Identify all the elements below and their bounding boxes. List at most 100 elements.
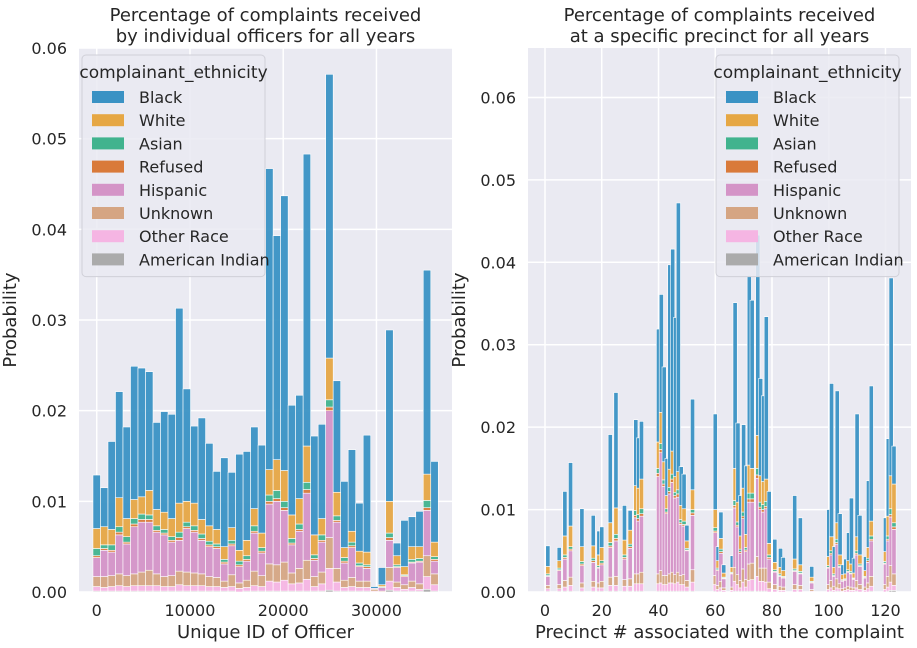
bar-segment-asian	[340, 557, 349, 562]
bar-segment-hispanic	[295, 530, 304, 569]
legend-swatch	[92, 207, 124, 219]
bar-segment-unknown	[317, 571, 326, 585]
bar-segment-other-race	[407, 587, 417, 592]
y-axis-label: Probability	[0, 272, 21, 367]
bar-segment-asian	[152, 525, 161, 531]
bar-segment-unknown	[160, 576, 169, 587]
bar-segment-white	[212, 529, 221, 545]
bar-segment-hispanic	[857, 566, 863, 585]
bar-segment-black	[834, 390, 840, 524]
bar-segment-hispanic	[317, 541, 326, 573]
bar-segment-white	[145, 490, 154, 516]
bar-segment-other-race	[385, 580, 394, 591]
bar-segment-asian	[325, 399, 334, 408]
bar-segment-hispanic	[721, 578, 727, 589]
bar-segment-white	[792, 558, 798, 570]
bar-segment-white	[639, 478, 644, 510]
bar-segment-black	[347, 449, 357, 532]
bar-segment-white	[627, 529, 633, 545]
bar-segment-asian	[422, 500, 432, 508]
bar-segment-asian	[891, 522, 897, 528]
bar-segment-other-race	[242, 587, 251, 592]
bar-segment-other-race	[302, 579, 311, 592]
bar-segment-other-race	[857, 589, 863, 593]
bar-segment-unknown	[556, 584, 562, 590]
y-tick-label: 0.01	[480, 501, 516, 520]
bar-segment-other-race	[115, 585, 124, 592]
bar-segment-black	[562, 491, 568, 537]
legend-swatch	[726, 114, 758, 127]
legend-swatch	[726, 91, 758, 103]
bar-segment-black	[658, 294, 664, 413]
bar-segment-unknown	[167, 575, 176, 587]
legend-entry: White	[139, 111, 186, 130]
bar-segment-hispanic	[115, 534, 124, 575]
bars	[545, 202, 897, 593]
bar-segment-black	[415, 511, 424, 547]
y-tick-label: 0.05	[480, 171, 516, 190]
bar-segment-black	[868, 385, 874, 522]
bar-segment-black	[545, 545, 551, 567]
bar-segment-black	[160, 411, 169, 513]
legend: complainant_ethnicity Black White Asian Refu…	[713, 54, 904, 278]
bar-segment-white	[430, 541, 439, 557]
bar-segment-hispanic	[190, 531, 199, 574]
bar-segment-unknown	[310, 576, 319, 587]
bar-segment-unknown	[607, 576, 613, 586]
legend: complainant_ethnicity Black White Asian Refu…	[79, 54, 270, 278]
bar-segment-black	[317, 423, 326, 519]
bar-segment-asian	[167, 536, 176, 541]
bar-segment-other-race	[152, 585, 161, 592]
bar-segment-black	[590, 515, 596, 547]
bar-segment-hispanic	[287, 544, 296, 574]
bar-segment-hispanic	[568, 550, 573, 578]
bar-segment-white	[137, 496, 146, 515]
bar-segment-hispanic	[152, 531, 161, 575]
bar-segment-hispanic	[242, 560, 251, 581]
legend-swatch	[726, 207, 758, 219]
bar-segment-white	[295, 498, 304, 525]
bar-segment-white	[265, 469, 274, 496]
legend-entry: Unknown	[773, 204, 847, 223]
legend-swatch	[92, 91, 124, 103]
legend-swatch	[92, 183, 124, 196]
bar-segment-unknown	[272, 564, 281, 583]
bar-segment-asian	[107, 544, 116, 551]
bar-segment-white	[197, 519, 206, 535]
legend-entry: Black	[773, 88, 817, 107]
bar-segment-black	[280, 195, 289, 471]
bar-segment-unknown	[235, 582, 244, 589]
bar-segment-black	[639, 421, 644, 480]
bar-segment-white	[100, 526, 109, 546]
legend-swatch	[92, 160, 124, 173]
bar-segment-other-race	[562, 586, 568, 592]
bar-segment-other-race	[392, 587, 402, 592]
bar-segment-unknown	[205, 576, 214, 587]
bar-segment-other-race	[891, 585, 897, 591]
bar-segment-refused	[137, 519, 146, 523]
bar-segment-refused	[385, 537, 394, 541]
bar-segment-other-race	[599, 587, 605, 592]
legend-swatch	[92, 137, 124, 150]
bar-segment-asian	[145, 514, 154, 520]
bar-segment-other-race	[590, 586, 596, 592]
bar-segment-white	[122, 518, 131, 537]
bar-segment-asian	[100, 544, 109, 549]
bar-segment-white	[721, 572, 727, 578]
chart-title: Percentage of complaints received	[564, 5, 876, 26]
bar-segment-asian	[130, 518, 139, 525]
bar-segment-unknown	[772, 584, 778, 590]
bar-segment-white	[857, 554, 863, 565]
bar-segment-hispanic	[627, 548, 633, 580]
bar-segment-unknown	[115, 573, 124, 586]
bar-segment-other-race	[317, 583, 326, 592]
chart-subtitle: by individual officers for all years	[116, 26, 416, 47]
bar-segment-white	[400, 566, 409, 576]
bar-segment-white	[622, 539, 627, 556]
bar-segment-hispanic	[145, 521, 154, 571]
bar-segment-other-race	[362, 587, 372, 592]
bar-segment-refused	[639, 513, 644, 517]
x-tick-label: 120	[870, 601, 901, 620]
bar-segment-asian	[407, 559, 417, 563]
bar-segment-black	[332, 380, 341, 493]
